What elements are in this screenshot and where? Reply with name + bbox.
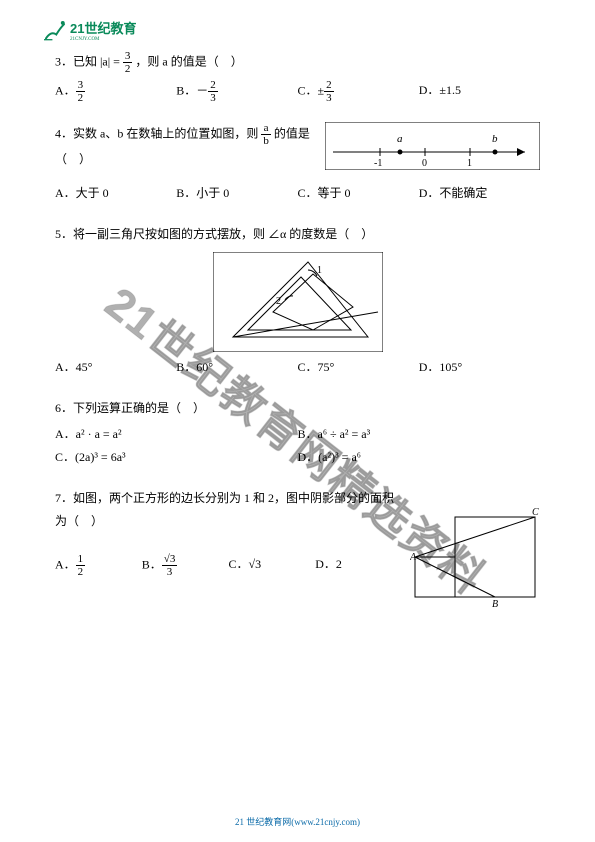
question-4: a b -1 0 1 4．实数 a、b 在数轴上的位置如图，则 ab 的值是（ …	[55, 122, 540, 205]
q7-figure: A B C	[410, 487, 540, 615]
q4-stem-a: 4．实数 a、b 在数轴上的位置如图，则	[55, 127, 261, 141]
svg-text:C: C	[532, 507, 539, 518]
q7-stem: 7．如图，两个正方形的边长分别为 1 和 2，图中阴影部分的面积为（ ）	[55, 491, 394, 528]
q4-opt-a: A．大于 0	[55, 182, 176, 205]
two-squares-icon: A B C	[410, 487, 540, 607]
q5-opt-c: C．75°	[298, 356, 419, 379]
q3-opt-c: C．±23	[298, 79, 419, 104]
q6-stem: 6．下列运算正确的是（ ）	[55, 401, 205, 415]
svg-text:B: B	[492, 599, 498, 607]
q6-opt-d: D．(a²)³ = a⁶	[298, 446, 541, 469]
q3-opt-b: B．－23	[176, 79, 297, 104]
q4-opt-b: B．小于 0	[176, 182, 297, 205]
q3-stem-a: 3．已知 |a| =	[55, 54, 123, 68]
q6-opt-c: C．(2a)³ = 6a³	[55, 446, 298, 469]
question-6: 6．下列运算正确的是（ ） A．a² · a = a² B．a⁶ ÷ a² = …	[55, 397, 540, 469]
q5-opt-b: B．60°	[176, 356, 297, 379]
q6-opt-a: A．a² · a = a²	[55, 423, 298, 446]
svg-text:0: 0	[422, 158, 427, 169]
page-footer: 21 世纪教育网(www.21cnjy.com)	[0, 815, 595, 828]
q6-opt-b: B．a⁶ ÷ a² = a³	[298, 423, 541, 446]
q5-opt-d: D．105°	[419, 356, 540, 379]
question-3: 3．已知 |a| = 32 ，则 a 的值是（ ） A．32 B．－23 C．±…	[55, 50, 540, 104]
q5-opt-a: A．45°	[55, 356, 176, 379]
q4-frac: ab	[261, 122, 271, 147]
q3-frac: 32	[123, 50, 133, 75]
triangle-ruler-icon: 1 2	[213, 252, 383, 352]
q4-figure: a b -1 0 1	[325, 122, 540, 178]
q7-opt-d: D．2	[315, 553, 402, 578]
question-5: 5．将一副三角尺按如图的方式摆放，则 ∠α 的度数是（ ） 1 2 A．45° …	[55, 223, 540, 379]
q5-stem: 5．将一副三角尺按如图的方式摆放，则 ∠α 的度数是（ ）	[55, 227, 373, 241]
q7-opt-b: B．√33	[142, 553, 229, 578]
svg-text:2: 2	[276, 296, 281, 307]
q4-opt-c: C．等于 0	[298, 182, 419, 205]
question-7: A B C 7．如图，两个正方形的边长分别为 1 和 2，图中阴影部分的面积为（…	[55, 487, 540, 615]
nl-b-label: b	[492, 133, 498, 145]
svg-text:A: A	[410, 552, 417, 563]
q7-opt-a: A．12	[55, 553, 142, 578]
q3-opt-d: D．±1.5	[419, 79, 540, 104]
svg-text:1: 1	[317, 265, 322, 276]
nl-a-label: a	[397, 133, 403, 145]
q3-stem-b: ，则 a 的值是（ ）	[135, 54, 242, 68]
svg-text:1: 1	[467, 158, 472, 169]
q3-opt-a: A．32	[55, 79, 176, 104]
q7-opt-c: C．√3	[229, 553, 316, 578]
q4-opt-d: D．不能确定	[419, 182, 540, 205]
number-line-icon: a b -1 0 1	[325, 122, 540, 170]
svg-text:-1: -1	[374, 158, 382, 169]
